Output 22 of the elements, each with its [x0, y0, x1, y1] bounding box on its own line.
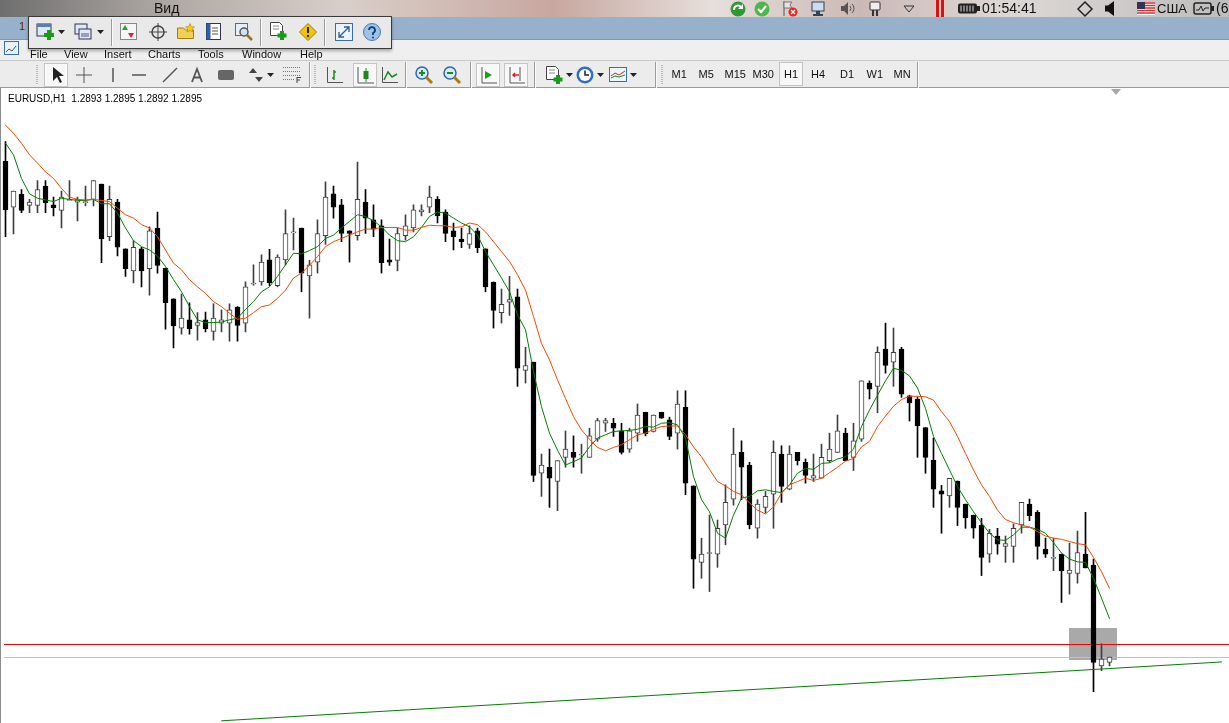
- text: (6: [1216, 0, 1229, 16]
- text: Вид: [154, 0, 180, 16]
- text: 01:54:41: [982, 0, 1037, 16]
- text: Help: [300, 48, 323, 60]
- text: Window: [242, 48, 282, 60]
- text: H4: [811, 68, 826, 80]
- text: Insert: [104, 48, 132, 60]
- text: W1: [866, 68, 883, 80]
- text: США: [1157, 1, 1187, 16]
- text: M1: [671, 68, 687, 80]
- text: H1: [784, 68, 799, 80]
- text: File: [30, 48, 48, 60]
- text: MN: [893, 68, 911, 80]
- text: M5: [698, 68, 714, 80]
- text: M15: [724, 68, 746, 80]
- text: M30: [752, 68, 774, 80]
- text: 1: [19, 20, 26, 32]
- text: D1: [840, 68, 855, 80]
- text: View: [64, 48, 88, 60]
- chart-title: EURUSD,H1 1.2893 1.2895 1.2892 1.2895: [8, 93, 203, 104]
- text: Tools: [198, 48, 224, 60]
- text: Charts: [148, 48, 181, 60]
